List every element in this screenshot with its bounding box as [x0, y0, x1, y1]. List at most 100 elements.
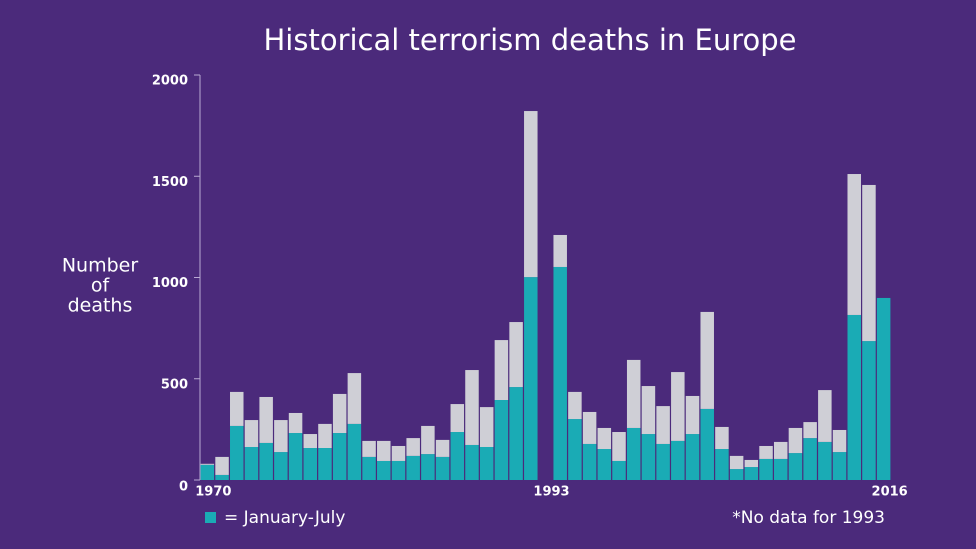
y-tick-label: 2000	[152, 74, 188, 89]
bar-segment	[862, 184, 876, 342]
bar-segment	[421, 425, 435, 455]
bar-segment	[524, 277, 538, 480]
bar-segment	[788, 427, 803, 454]
bar-segment	[744, 459, 759, 468]
bar-segment	[494, 340, 509, 401]
bar-segment	[215, 474, 229, 480]
bar-segment	[406, 455, 420, 480]
bar-segment	[803, 422, 817, 439]
x-tick-label: 2016	[872, 485, 908, 500]
bar-segment	[465, 444, 479, 480]
bar-segment	[715, 426, 729, 450]
bar-segment	[391, 460, 406, 480]
bar-segment	[553, 266, 567, 480]
y-tick-label: 1500	[152, 175, 188, 190]
bar-segment	[215, 456, 229, 475]
bar-segment	[332, 433, 347, 480]
bar-segment	[744, 467, 759, 480]
bar-segment	[391, 445, 406, 461]
bar-segment	[700, 408, 714, 480]
bar-segment	[597, 427, 612, 450]
bar-segment	[509, 387, 523, 480]
bar-segment	[818, 441, 832, 480]
bar-segment	[259, 442, 273, 480]
bar-segment	[435, 456, 450, 480]
bar-segment	[685, 395, 700, 435]
bar-segment	[626, 359, 641, 428]
bar-segment	[641, 386, 656, 435]
bar-segment	[303, 434, 318, 449]
bar-segment	[612, 432, 626, 461]
bar-segment	[626, 427, 641, 480]
y-tick-label: 1000	[152, 276, 188, 291]
bar-segment	[288, 412, 303, 434]
bar-segment	[479, 407, 494, 447]
footnote: *No data for 1993	[732, 508, 885, 528]
y-axis-label: Number	[62, 255, 139, 277]
bar-segment	[274, 420, 288, 453]
bar-segment	[450, 432, 465, 480]
bar-segment	[435, 439, 450, 457]
x-tick-label: 1970	[195, 485, 231, 500]
bar-segment	[685, 434, 700, 480]
bar-segment	[876, 297, 891, 480]
bar-segment	[568, 391, 582, 420]
bar-segment	[671, 440, 685, 480]
chart-title: Historical terrorism deaths in Europe	[263, 23, 796, 57]
bar-segment	[862, 341, 876, 480]
bar-segment	[759, 445, 773, 459]
bar-segment	[582, 443, 597, 480]
bar-segment	[259, 396, 273, 443]
bar-segment	[230, 391, 244, 426]
bar-segment	[318, 448, 332, 480]
bar-segment	[332, 393, 347, 434]
bar-segment	[377, 440, 391, 461]
bar-segment	[656, 443, 670, 480]
bar-segment	[318, 423, 332, 449]
y-tick-label: 0	[179, 480, 188, 495]
bar-segment	[568, 419, 582, 480]
bar-segment	[671, 372, 685, 441]
y-axis-label: of	[91, 275, 111, 297]
bar-segment	[494, 400, 509, 480]
bar-segment	[656, 406, 670, 444]
bar-segment	[465, 370, 479, 445]
y-axis-label: deaths	[68, 295, 133, 317]
bar-segment	[524, 111, 538, 278]
bar-segment	[715, 449, 729, 480]
bar-segment	[729, 469, 744, 480]
bar-segment	[479, 446, 494, 480]
bar-segment	[641, 434, 656, 480]
bar-segment	[347, 423, 362, 480]
bar-segment	[303, 448, 318, 480]
bar-segment	[773, 458, 788, 480]
bar-segment	[788, 453, 803, 480]
bar-segment	[347, 373, 362, 424]
bar-segment	[612, 460, 626, 480]
bar-segment	[832, 429, 847, 453]
bar-segment	[230, 425, 244, 480]
bar-segment	[847, 314, 861, 480]
bar-segment	[288, 433, 303, 480]
y-tick-label: 500	[161, 377, 188, 392]
bar-segment	[759, 458, 773, 480]
bar-segment	[729, 455, 744, 470]
bar-segment	[773, 441, 788, 459]
bar-segment	[450, 404, 465, 433]
bar-segment	[700, 311, 714, 409]
bar-segment	[406, 438, 420, 456]
bar-segment	[818, 390, 832, 442]
x-tick-label: 1993	[533, 485, 569, 500]
bar-segment	[421, 454, 435, 480]
legend-label: = January-July	[224, 508, 345, 528]
bar-segment	[200, 464, 215, 480]
bar-segment	[597, 449, 612, 480]
bar-segment	[803, 438, 817, 480]
bar-segment	[832, 452, 847, 480]
bar-segment	[582, 411, 597, 444]
bar-segment	[274, 452, 288, 480]
bar-segment	[244, 446, 259, 480]
bar-segment	[377, 460, 391, 480]
bar-segment	[200, 463, 215, 465]
